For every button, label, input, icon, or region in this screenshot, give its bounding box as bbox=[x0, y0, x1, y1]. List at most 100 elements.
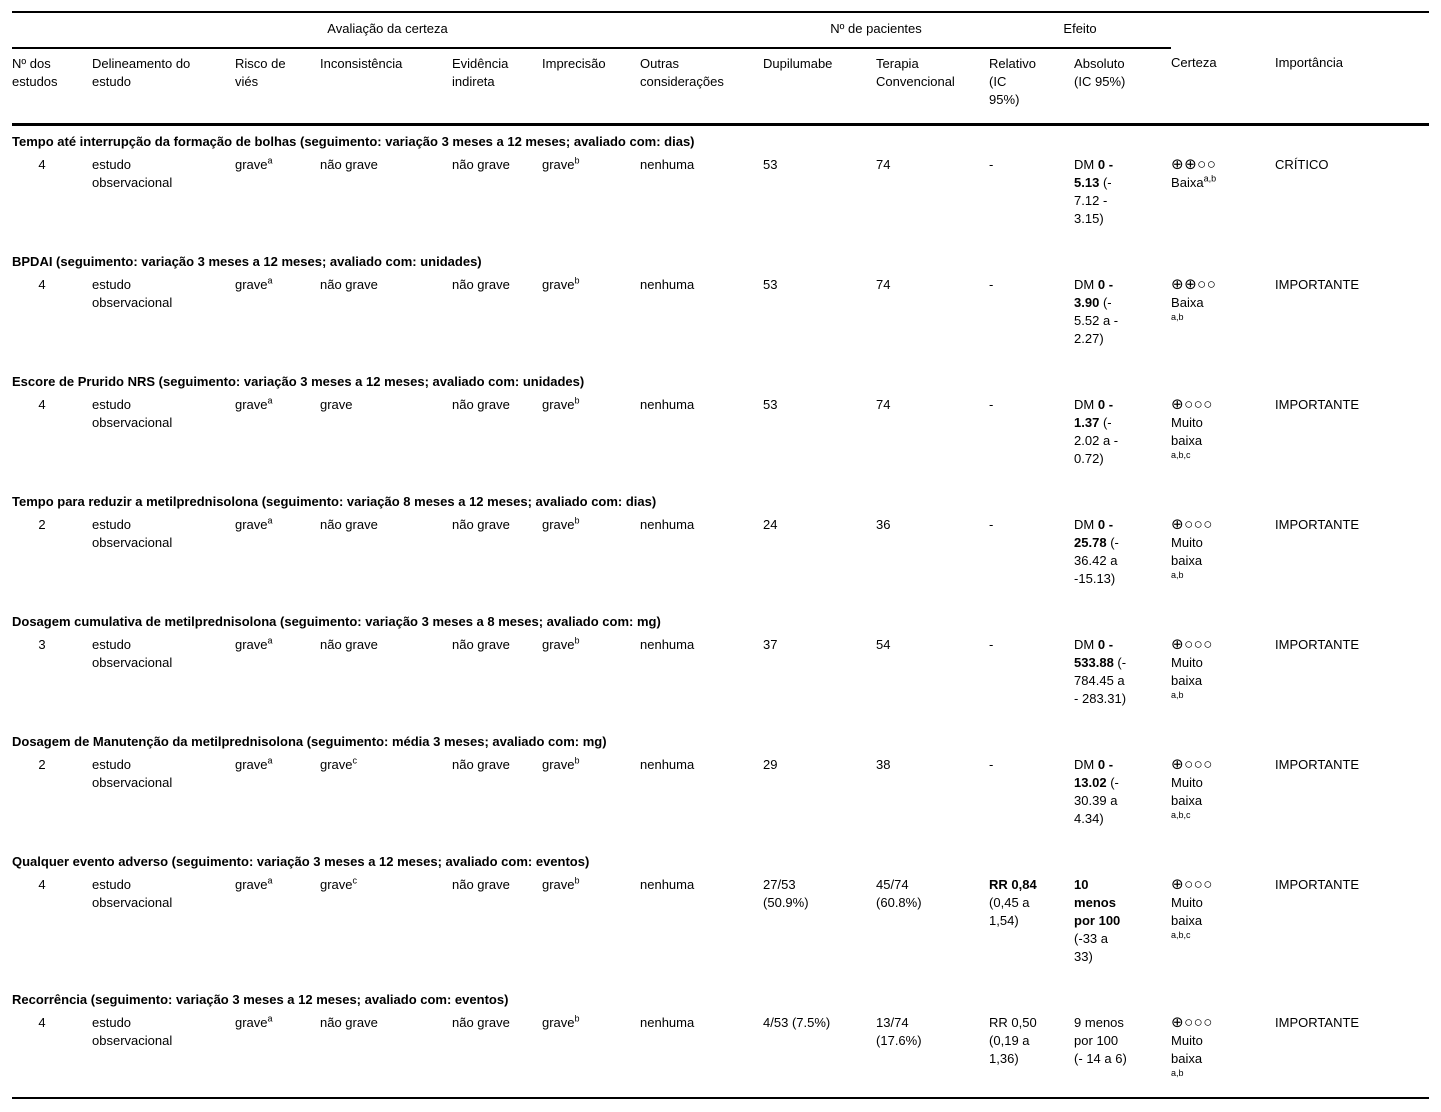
certainty-label: Muito baixa bbox=[1171, 535, 1203, 568]
cell-imprecision: graveb bbox=[542, 875, 580, 892]
certainty-label: Muito baixa bbox=[1171, 775, 1203, 808]
cell-relative-effect: RR 0,50 (0,19 a 1,36) bbox=[989, 1015, 1037, 1066]
cell-dupilumab-n: 4/53 (7.5%) bbox=[763, 1015, 831, 1030]
certainty-label: Baixa bbox=[1171, 175, 1204, 190]
certainty-superscript: a,b bbox=[1171, 690, 1184, 700]
cell-n-studies: 2 bbox=[38, 757, 46, 772]
footnote-superscript: a bbox=[267, 1013, 273, 1024]
footnote-superscript: b bbox=[574, 1013, 580, 1024]
cell-other-considerations: nenhuma bbox=[640, 637, 695, 652]
footnote-superscript: b bbox=[574, 755, 580, 766]
footnote-superscript: b bbox=[574, 875, 580, 886]
cell-other-considerations: nenhuma bbox=[640, 1015, 695, 1030]
cell-conventional-n: 38 bbox=[876, 757, 891, 772]
outcome-section-title-row: Dosagem cumulativa de metilprednisolona … bbox=[12, 606, 1429, 634]
cell-risk-of-bias: gravea bbox=[235, 1013, 273, 1030]
col-header-inconsistency: Inconsistência bbox=[320, 48, 452, 126]
outcome-section-title-row: Tempo até interrupção da formação de bol… bbox=[12, 125, 1429, 155]
cell-indirectness: não grave bbox=[452, 157, 510, 172]
grade-certainty-icons: ⊕○○○ bbox=[1171, 756, 1213, 773]
group-header-row: Avaliação da certeza Nº de pacientes Efe… bbox=[12, 12, 1429, 49]
table-row: 4 estudo observacional gravea grave não … bbox=[12, 394, 1429, 486]
footnote-superscript: a bbox=[267, 635, 273, 646]
cell-imprecision: graveb bbox=[542, 635, 580, 652]
outcome-title: Recorrência (seguimento: variação 3 mese… bbox=[12, 992, 509, 1007]
certainty-label: Muito baixa bbox=[1171, 1033, 1203, 1066]
certainty-label: Muito baixa bbox=[1171, 895, 1203, 928]
outcome-title: Dosagem de Manutenção da metilprednisolo… bbox=[12, 734, 607, 749]
cell-risk-of-bias: gravea bbox=[235, 755, 273, 772]
cell-n-studies: 3 bbox=[38, 637, 46, 652]
cell-risk-of-bias: gravea bbox=[235, 155, 273, 172]
table-row: 4 estudo observacional gravea não grave … bbox=[12, 154, 1429, 246]
outcome-section-title-row: Dosagem de Manutenção da metilprednisolo… bbox=[12, 726, 1429, 754]
cell-other-considerations: nenhuma bbox=[640, 877, 695, 892]
col-header-importance: Importância bbox=[1275, 48, 1430, 126]
column-header-row: Nº dos estudos Delineamento do estudo Ri… bbox=[12, 48, 1430, 126]
cell-relative-effect: - bbox=[989, 517, 994, 532]
cell-other-considerations: nenhuma bbox=[640, 397, 695, 412]
cell-relative-effect: - bbox=[989, 637, 994, 652]
col-header-design: Delineamento do estudo bbox=[92, 48, 235, 126]
cell-absolute-effect: DM 0 - 13.02 (- 30.39 a 4.34) bbox=[1074, 757, 1119, 826]
certainty-label: Muito baixa bbox=[1171, 415, 1203, 448]
grade-certainty-icons: ⊕○○○ bbox=[1171, 396, 1213, 413]
cell-other-considerations: nenhuma bbox=[640, 757, 695, 772]
certainty-superscript: a,b bbox=[1171, 312, 1184, 322]
cell-importance: IMPORTANTE bbox=[1275, 757, 1360, 772]
certainty-superscript: a,b,c bbox=[1171, 810, 1191, 820]
cell-importance: IMPORTANTE bbox=[1275, 277, 1360, 292]
cell-certainty: ⊕○○○ Muito baixa a,b bbox=[1171, 514, 1275, 606]
cell-design: estudo observacional bbox=[92, 277, 173, 310]
cell-conventional-n: 13/74 (17.6%) bbox=[876, 1015, 922, 1048]
cell-certainty: ⊕○○○ Muito baixa a,b bbox=[1171, 1012, 1275, 1098]
group-header-effect: Efeito bbox=[989, 12, 1172, 49]
cell-design: estudo observacional bbox=[92, 757, 173, 790]
cell-dupilumab-n: 29 bbox=[763, 757, 778, 772]
cell-design: estudo observacional bbox=[92, 397, 173, 430]
cell-dupilumab-n: 53 bbox=[763, 397, 778, 412]
cell-certainty: ⊕○○○ Muito baixa a,b,c bbox=[1171, 754, 1275, 846]
footnote-superscript: a bbox=[267, 515, 273, 526]
col-header-imprecision: Imprecisão bbox=[542, 48, 640, 126]
certainty-label: Baixa bbox=[1171, 295, 1204, 310]
grade-evidence-table: Avaliação da certeza Nº de pacientes Efe… bbox=[12, 11, 1430, 1099]
cell-indirectness: não grave bbox=[452, 277, 510, 292]
col-header-n-studies: Nº dos estudos bbox=[12, 48, 92, 126]
cell-indirectness: não grave bbox=[452, 517, 510, 532]
cell-importance: IMPORTANTE bbox=[1275, 877, 1360, 892]
cell-imprecision: graveb bbox=[542, 515, 580, 532]
cell-other-considerations: nenhuma bbox=[640, 517, 695, 532]
cell-design: estudo observacional bbox=[92, 517, 173, 550]
cell-dupilumab-n: 53 bbox=[763, 157, 778, 172]
table-header: Avaliação da certeza Nº de pacientes Efe… bbox=[12, 12, 1430, 126]
cell-indirectness: não grave bbox=[452, 877, 510, 892]
cell-dupilumab-n: 27/53 (50.9%) bbox=[763, 877, 809, 910]
cell-absolute-effect: DM 0 - 1.37 (- 2.02 a - 0.72) bbox=[1074, 397, 1119, 466]
footnote-superscript: c bbox=[352, 755, 358, 766]
certainty-label: Muito baixa bbox=[1171, 655, 1203, 688]
certainty-superscript: a,b bbox=[1171, 570, 1184, 580]
cell-inconsistency: não grave bbox=[320, 277, 378, 292]
cell-inconsistency: não grave bbox=[320, 157, 378, 172]
cell-imprecision: graveb bbox=[542, 275, 580, 292]
outcome-title: Qualquer evento adverso (seguimento: var… bbox=[12, 854, 590, 869]
table-row: 4 estudo observacional gravea não grave … bbox=[12, 1012, 1429, 1098]
table-body: Tempo até interrupção da formação de bol… bbox=[12, 125, 1429, 1099]
cell-risk-of-bias: gravea bbox=[235, 275, 273, 292]
outcome-title: Tempo para reduzir a metilprednisolona (… bbox=[12, 494, 657, 509]
col-header-certainty: Certeza bbox=[1171, 48, 1276, 126]
cell-design: estudo observacional bbox=[92, 637, 173, 670]
document-page: Avaliação da certeza Nº de pacientes Efe… bbox=[0, 11, 1441, 1112]
cell-certainty: ⊕○○○ Muito baixa a,b,c bbox=[1171, 394, 1275, 486]
cell-imprecision: graveb bbox=[542, 155, 580, 172]
cell-other-considerations: nenhuma bbox=[640, 277, 695, 292]
outcome-section-title-row: BPDAI (seguimento: variação 3 meses a 12… bbox=[12, 246, 1429, 274]
cell-certainty: ⊕⊕○○ Baixa a,b bbox=[1171, 274, 1275, 366]
cell-relative-effect: RR 0,84 (0,45 a 1,54) bbox=[989, 877, 1037, 928]
outcome-title: BPDAI (seguimento: variação 3 meses a 12… bbox=[12, 254, 482, 269]
col-header-other-considerations: Outras considerações bbox=[640, 48, 764, 126]
certainty-superscript: a,b,c bbox=[1171, 930, 1191, 940]
footnote-superscript: b bbox=[574, 515, 580, 526]
cell-n-studies: 4 bbox=[38, 397, 46, 412]
